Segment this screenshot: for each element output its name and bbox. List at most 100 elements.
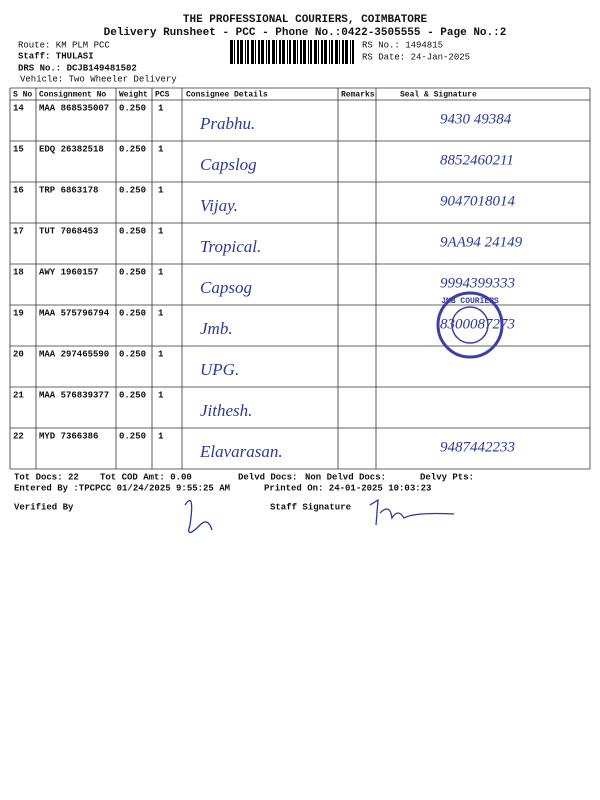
consignee-handwriting: Jmb. xyxy=(200,319,233,338)
tot-cod: Tot COD Amt: 0.00 xyxy=(100,472,192,482)
barcode-bar xyxy=(261,40,264,64)
barcode-bar xyxy=(240,40,243,64)
barcode-bar xyxy=(279,40,281,64)
barcode-bar xyxy=(230,40,233,64)
barcode-bar xyxy=(324,40,327,64)
consignee-handwriting: Capslog xyxy=(200,155,257,174)
sheet-title: Delivery Runsheet - PCC - Phone No.:0422… xyxy=(104,27,507,39)
route: Route: KM PLM PCC xyxy=(18,40,110,50)
barcode xyxy=(230,40,354,64)
barcode-bar xyxy=(276,40,277,64)
seal-handwriting: 9487442233 xyxy=(440,439,515,455)
column-header: Consignment No xyxy=(39,91,106,100)
barcode-bar xyxy=(310,40,312,64)
barcode-bar xyxy=(308,40,309,64)
non-delvd-docs: Non Delvd Docs: xyxy=(305,472,386,482)
barcode-bar xyxy=(251,40,254,64)
cell-s-no: 19 xyxy=(13,308,24,318)
barcode-bar xyxy=(329,40,330,64)
barcode-bar xyxy=(247,40,249,64)
consignee-handwriting: Prabhu. xyxy=(199,114,255,133)
barcode-bar xyxy=(352,40,354,64)
cell-pcs: 1 xyxy=(158,103,164,113)
delvd-docs: Delvd Docs: xyxy=(238,472,297,482)
barcode-bar xyxy=(350,40,351,64)
vehicle: Vehicle: Two Wheeler Delivery xyxy=(20,74,177,84)
cell-weight: 0.250 xyxy=(119,267,146,277)
barcode-bar xyxy=(335,40,338,64)
cell-pcs: 1 xyxy=(158,390,164,400)
cell-pcs: 1 xyxy=(158,267,164,277)
barcode-bar xyxy=(268,40,270,64)
seal-handwriting: 8300087273 xyxy=(440,316,515,332)
column-header: Weight xyxy=(119,91,148,100)
barcode-bar xyxy=(234,40,235,64)
seal-handwriting: 9994399333 xyxy=(440,275,515,291)
entered-by: Entered By :TPCPCC 01/24/2025 9:55:25 AM xyxy=(14,483,230,493)
barcode-bar xyxy=(255,40,256,64)
seal-handwriting: 9AA94 24149 xyxy=(440,234,523,250)
cell-consignment-no: TRP 6863178 xyxy=(39,185,98,195)
consignee-handwriting: UPG. xyxy=(200,360,239,379)
consignee-handwriting: Tropical. xyxy=(200,237,261,256)
cell-weight: 0.250 xyxy=(119,185,146,195)
cell-consignment-no: MAA 297465590 xyxy=(39,349,109,359)
cell-s-no: 17 xyxy=(13,226,24,236)
cell-s-no: 18 xyxy=(13,267,24,277)
consignee-handwriting: Elavarasan. xyxy=(199,442,283,461)
stamp-text: JMB COURIERS xyxy=(441,297,499,306)
barcode-bar xyxy=(266,40,267,64)
delvy-pts: Delvy Pts: xyxy=(420,472,474,482)
printed-on: Printed On: 24-01-2025 10:03:23 xyxy=(264,483,431,493)
cell-consignment-no: MAA 868535007 xyxy=(39,103,109,113)
cell-s-no: 21 xyxy=(13,390,24,400)
seal-handwriting: 9430 49384 xyxy=(440,111,512,127)
barcode-bar xyxy=(300,40,302,64)
rs-no: RS No.: 1494815 xyxy=(362,40,443,50)
signature-scribble xyxy=(369,498,455,526)
barcode-bar xyxy=(331,40,333,64)
cell-s-no: 14 xyxy=(13,103,24,113)
cell-consignment-no: AWY 1960157 xyxy=(39,267,98,277)
verified-by: Verified By xyxy=(14,502,74,512)
barcode-bar xyxy=(245,40,246,64)
barcode-bar xyxy=(345,40,348,64)
barcode-bar xyxy=(318,40,319,64)
cell-weight: 0.250 xyxy=(119,103,146,113)
rs-date: RS Date: 24-Jan-2025 xyxy=(362,52,470,62)
cell-consignment-no: TUT 7068453 xyxy=(39,226,98,236)
staff-signature: Staff Signature xyxy=(270,502,351,512)
barcode-bar xyxy=(342,40,344,64)
drs-no: DRS No.: DCJB149481502 xyxy=(18,63,137,73)
column-header: PCS xyxy=(155,91,170,100)
cell-consignment-no: EDQ 26382518 xyxy=(39,144,104,154)
cell-pcs: 1 xyxy=(158,431,164,441)
consignee-handwriting: Jithesh. xyxy=(200,401,252,420)
cell-pcs: 1 xyxy=(158,308,164,318)
company-name: THE PROFESSIONAL COURIERS, COIMBATORE xyxy=(183,14,428,26)
tot-docs: Tot Docs: 22 xyxy=(14,472,79,482)
seal-handwriting: 8852460211 xyxy=(440,152,514,168)
column-header: Seal & Signature xyxy=(400,91,477,100)
barcode-bar xyxy=(297,40,298,64)
barcode-bar xyxy=(293,40,296,64)
cell-consignment-no: MAA 575796794 xyxy=(39,308,110,318)
barcode-bar xyxy=(237,40,239,64)
staff: Staff: THULASI xyxy=(18,51,94,61)
column-header: Remarks xyxy=(341,91,375,100)
cell-pcs: 1 xyxy=(158,349,164,359)
barcode-bar xyxy=(339,40,340,64)
cell-weight: 0.250 xyxy=(119,226,146,236)
cell-weight: 0.250 xyxy=(119,308,146,318)
barcode-bar xyxy=(282,40,285,64)
barcode-bar xyxy=(303,40,306,64)
barcode-bar xyxy=(258,40,260,64)
barcode-bar xyxy=(287,40,288,64)
seal-handwriting: 9047018014 xyxy=(440,193,516,209)
cell-pcs: 1 xyxy=(158,185,164,195)
cell-pcs: 1 xyxy=(158,144,164,154)
cell-weight: 0.250 xyxy=(119,390,146,400)
cell-consignment-no: MAA 576839377 xyxy=(39,390,109,400)
